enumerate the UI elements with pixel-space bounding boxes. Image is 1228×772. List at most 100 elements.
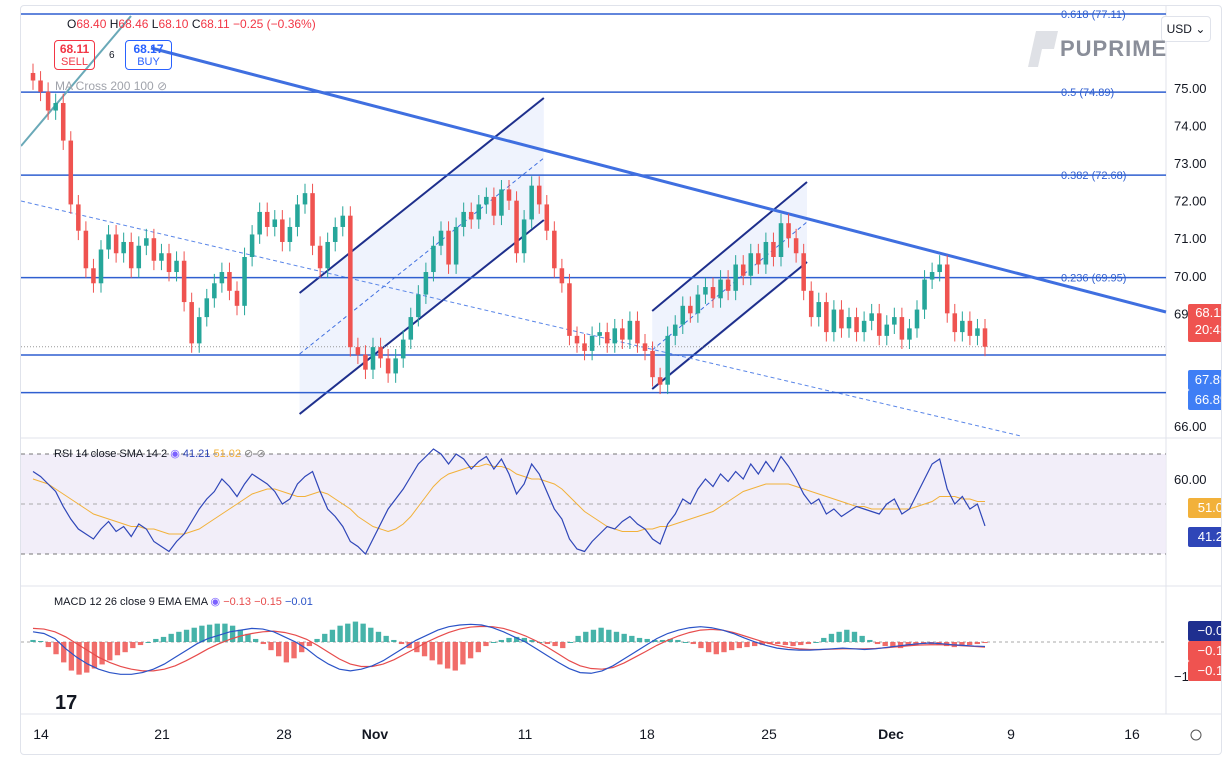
candle-body (370, 347, 376, 370)
candle-body (83, 230, 89, 269)
macd-histogram-bar (283, 642, 290, 663)
candle-body (589, 335, 595, 351)
macd-histogram-bar (429, 642, 435, 661)
candle-body (302, 193, 308, 205)
macd-histogram-bar (775, 642, 781, 645)
macd-histogram-bar (974, 642, 980, 645)
macd-histogram-bar (452, 642, 458, 671)
settings-circle-icon[interactable]: ◉ (210, 596, 221, 608)
macd-histogram-bar (360, 623, 366, 642)
macd-histogram-bar (260, 642, 266, 645)
last-price: 68.11 (1195, 305, 1221, 320)
candle-body (582, 343, 587, 351)
macd-histogram-bar (30, 639, 36, 642)
candle-body (98, 249, 104, 284)
settings-gear-icon (1190, 729, 1202, 741)
candle-body (529, 185, 534, 220)
candle-body (680, 305, 686, 325)
macd-histogram-bar (905, 642, 911, 647)
open-value: 68.40 (76, 17, 107, 31)
macd-histogram-bar (114, 642, 121, 656)
candle-body (151, 238, 157, 261)
candle-body (778, 223, 784, 257)
candle-body (144, 238, 149, 246)
candle-body (453, 226, 459, 265)
candle-body (975, 328, 980, 336)
candle-body (892, 317, 897, 325)
macd-histogram-bar (621, 633, 627, 642)
candle-body (756, 253, 761, 265)
macd-histogram-bar (345, 623, 351, 642)
candle-body (484, 196, 489, 205)
chart-canvas[interactable]: 0.618 (77.11) 0.5 (74.89) 0.382 (72.68) 0.2… (21, 6, 1221, 754)
macd-histogram-bar (567, 642, 574, 643)
candle-body (491, 196, 497, 216)
macd-histogram-bar (130, 642, 136, 649)
candle-body (76, 204, 81, 231)
buy-label: BUY (137, 56, 160, 68)
brand-mark-icon (1028, 31, 1058, 67)
candle-body (416, 294, 421, 318)
macd-histogram-bar (514, 636, 520, 642)
macd-histogram-bar (867, 639, 873, 642)
candle-body (355, 347, 361, 355)
macd-histogram-bar (659, 639, 666, 642)
macd-histogram-bar (490, 642, 497, 643)
macd-histogram-bar (859, 635, 865, 642)
macd-histogram-bar (391, 639, 397, 642)
macd-histogram-bar (245, 633, 251, 642)
candle-body (801, 253, 806, 291)
ma-cross-indicator-label[interactable]: MA Cross 200 100 ⊘ (55, 79, 168, 93)
candle-body (310, 193, 315, 246)
macd-histogram-bar (821, 637, 827, 642)
macd-histogram-bar (421, 642, 428, 657)
candle-body (446, 230, 451, 265)
candle-body (378, 347, 383, 359)
macd-histogram-bar (598, 627, 604, 642)
macd-histogram-bar (851, 631, 858, 642)
candle-body (227, 272, 232, 291)
currency-select[interactable]: USD ⌄ (1161, 16, 1211, 42)
sell-button[interactable]: 68.11 SELL (54, 40, 95, 70)
macd-pane-label[interactable]: MACD 12 26 close 9 EMA EMA ◉ −0.13 −0.15… (54, 596, 313, 608)
candle-body (521, 219, 527, 254)
candle-body (929, 272, 935, 280)
price-tick-label: 66.00 (1174, 419, 1207, 434)
candle-body (431, 245, 436, 273)
time-tick-label: 11 (518, 726, 533, 742)
buy-button[interactable]: 68.17 BUY (125, 40, 172, 70)
macd-histogram-bar (583, 631, 589, 642)
price-tick-label: 75.00 (1174, 81, 1207, 96)
macd-histogram-bar (521, 637, 528, 642)
settings-circle-icon[interactable]: ◉ (170, 448, 180, 460)
candle-body (952, 313, 958, 333)
candle-body (725, 279, 731, 291)
hidden-icon[interactable]: ⊘ ⊘ (244, 448, 266, 460)
candle-body (264, 211, 270, 227)
price-tick-label: 70.00 (1174, 269, 1207, 284)
candle-body (831, 309, 837, 333)
macd-histogram-bar (214, 623, 220, 642)
price-tick-label: 73.00 (1174, 156, 1207, 171)
candle-body (166, 253, 172, 273)
price-tick-label: 74.00 (1174, 119, 1207, 134)
candle-body (960, 320, 965, 333)
macd-histogram-bar (475, 642, 481, 653)
candle-body (438, 230, 444, 246)
candle-body (937, 264, 942, 273)
macd-histogram-bar (206, 624, 213, 642)
macd-histogram-bar (68, 642, 75, 671)
candle-body (710, 287, 716, 299)
rsi-sma-line (32, 463, 986, 535)
rsi-pane-label[interactable]: RSI 14 close SMA 14 2 ◉ 41.21 51.02 ⊘ ⊘ (54, 448, 266, 460)
eye-hidden-icon[interactable]: ⊘ (157, 79, 168, 93)
macd-histogram-bar (337, 625, 343, 642)
candle-body (189, 302, 194, 344)
candle-body (642, 343, 648, 351)
ma-line (21, 15, 132, 147)
candle-body (234, 290, 240, 306)
macd-histogram-bar (759, 642, 766, 646)
candle-body (808, 290, 814, 318)
macd-histogram-bar (191, 627, 197, 642)
chart-frame[interactable]: 0.618 (77.11) 0.5 (74.89) 0.382 (72.68) 0.2… (20, 5, 1222, 755)
